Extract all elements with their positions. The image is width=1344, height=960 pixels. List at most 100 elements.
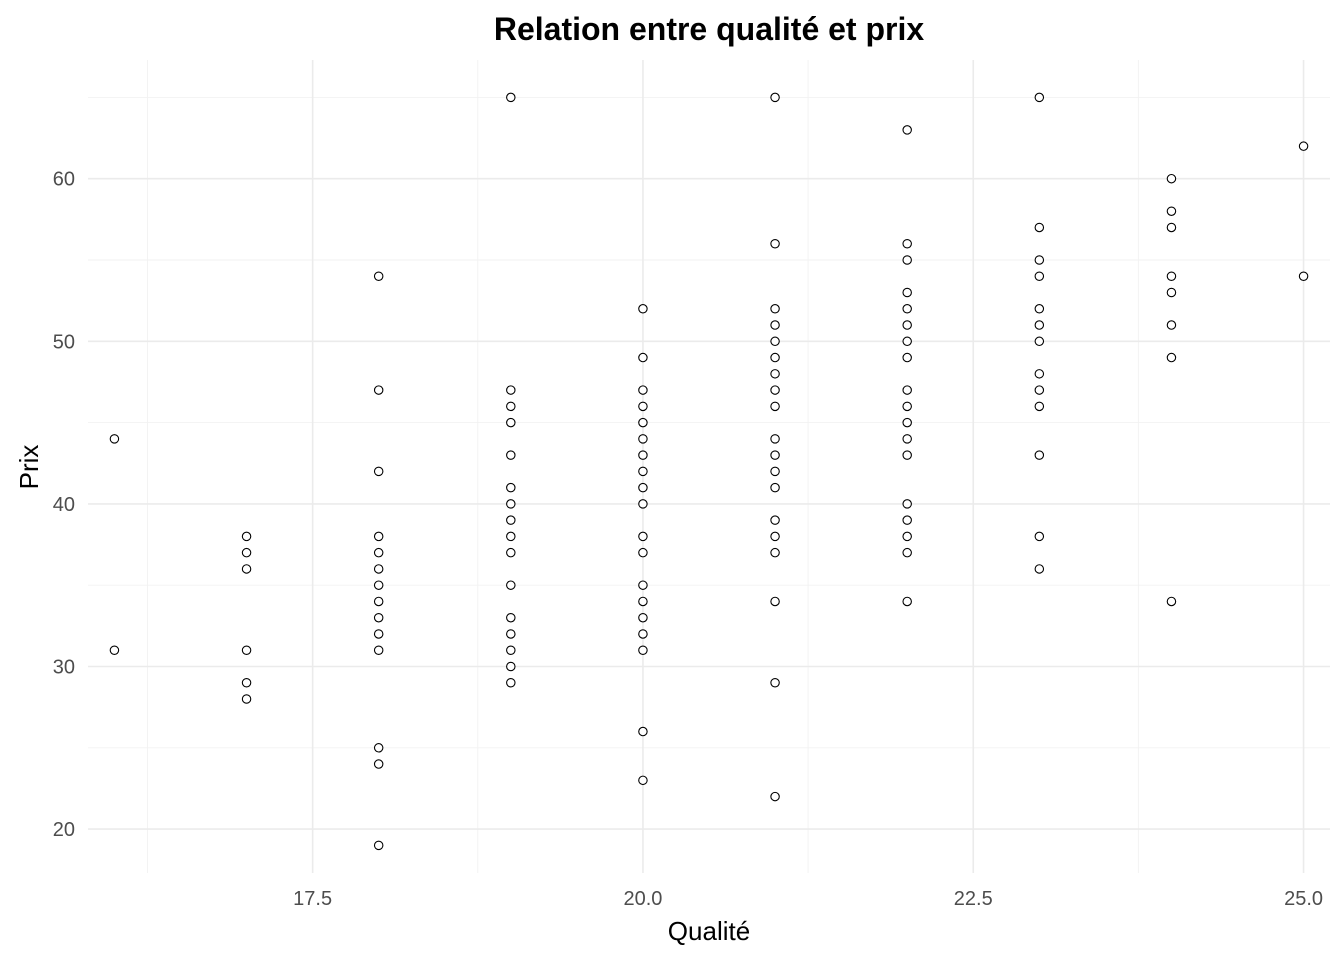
data-point: [373, 612, 384, 623]
data-point: [1166, 287, 1177, 298]
data-point: [902, 352, 912, 363]
data-point: [638, 466, 648, 477]
data-point: [1034, 271, 1045, 282]
data-point: [638, 482, 648, 493]
data-point: [902, 547, 912, 558]
data-point: [373, 564, 384, 574]
data-point: [770, 401, 780, 412]
data-point: [506, 92, 516, 103]
data-point: [770, 450, 780, 460]
data-point: [638, 547, 648, 558]
data-point: [1034, 255, 1045, 265]
data-point: [902, 499, 912, 509]
data-point: [506, 531, 516, 542]
data-point: [1034, 222, 1045, 233]
data-point: [1034, 564, 1045, 574]
data-point: [770, 547, 780, 558]
data-point: [770, 531, 780, 542]
data-point: [902, 596, 912, 607]
data-point: [506, 417, 516, 428]
data-point: [241, 547, 252, 558]
data-point: [241, 645, 252, 655]
data-point: [902, 417, 912, 428]
chart-title: Relation entre qualité et prix: [494, 11, 925, 47]
data-point: [373, 743, 384, 753]
data-point: [638, 580, 648, 590]
y-tick-label: 40: [53, 494, 75, 516]
data-point: [506, 482, 516, 493]
data-point: [638, 417, 648, 428]
data-point: [638, 434, 648, 444]
data-point: [1034, 304, 1045, 314]
data-point: [506, 645, 516, 655]
data-point: [638, 531, 648, 542]
data-point: [638, 450, 648, 460]
x-tick-label: 22.5: [954, 888, 993, 910]
data-point: [373, 580, 384, 590]
data-point: [506, 547, 516, 558]
data-point: [241, 531, 252, 542]
y-axis-tick-labels: 20 30 40 50 60: [53, 169, 75, 841]
data-point: [770, 352, 780, 363]
data-point: [770, 596, 780, 607]
data-point: [902, 434, 912, 444]
data-point: [506, 385, 516, 395]
data-point: [902, 401, 912, 412]
y-axis-title: Prix: [14, 445, 44, 490]
data-point: [770, 466, 780, 477]
data-point: [109, 645, 120, 655]
x-axis-title: Qualité: [668, 916, 750, 946]
data-point: [902, 531, 912, 542]
x-tick-label: 25.0: [1284, 888, 1323, 910]
data-point: [1034, 531, 1045, 542]
data-point: [770, 304, 780, 314]
data-point: [373, 840, 384, 851]
data-point: [1034, 320, 1045, 330]
data-point: [902, 385, 912, 395]
data-point: [373, 759, 384, 769]
data-point: [638, 385, 648, 395]
data-point: [1166, 320, 1177, 330]
y-tick-label: 60: [53, 169, 75, 191]
data-point: [1166, 222, 1177, 233]
data-point: [902, 255, 912, 265]
data-point: [241, 678, 252, 688]
data-point: [373, 629, 384, 639]
y-tick-label: 20: [53, 819, 75, 841]
y-tick-label: 30: [53, 656, 75, 678]
data-point: [638, 645, 648, 655]
data-point: [1034, 401, 1045, 412]
data-point: [902, 450, 912, 460]
data-point: [638, 775, 648, 786]
data-point: [770, 385, 780, 395]
data-point: [770, 238, 780, 249]
data-point: [373, 271, 384, 282]
data-point: [902, 320, 912, 330]
data-point: [506, 678, 516, 688]
data-point: [241, 564, 252, 574]
grid-lines: [88, 60, 1330, 873]
data-point: [506, 515, 516, 525]
data-point: [506, 499, 516, 509]
data-point: [770, 434, 780, 444]
data-point: [1166, 206, 1177, 216]
data-point: [770, 336, 780, 347]
data-point: [1034, 369, 1045, 379]
data-point: [902, 238, 912, 249]
data-point: [373, 547, 384, 558]
y-tick-label: 50: [53, 331, 75, 353]
data-point: [506, 580, 516, 590]
data-point: [1034, 92, 1045, 103]
data-point: [506, 450, 516, 460]
data-point: [506, 629, 516, 639]
data-point: [902, 515, 912, 525]
data-point: [638, 401, 648, 412]
data-point: [1166, 173, 1177, 184]
data-point: [1166, 596, 1177, 607]
data-point: [902, 336, 912, 347]
data-point: [770, 515, 780, 525]
data-point: [506, 401, 516, 412]
data-point: [1298, 141, 1309, 151]
data-point: [638, 612, 648, 623]
